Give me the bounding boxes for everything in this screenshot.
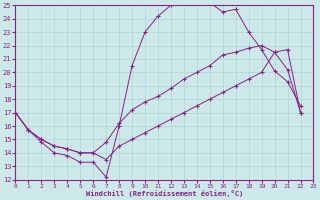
X-axis label: Windchill (Refroidissement éolien,°C): Windchill (Refroidissement éolien,°C) xyxy=(86,190,243,197)
